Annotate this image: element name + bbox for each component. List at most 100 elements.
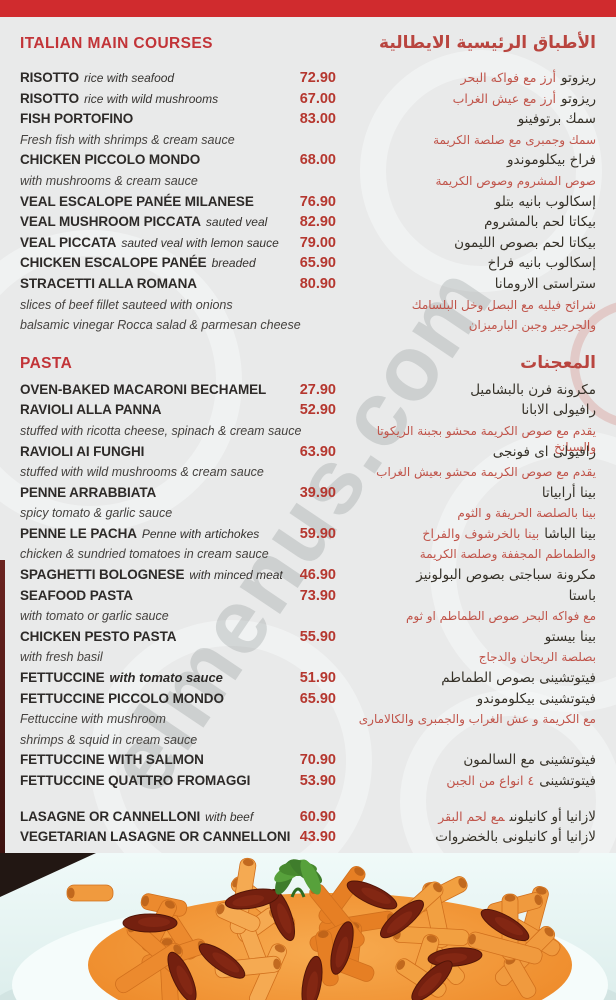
item-arabic-detail: يقدم مع صوص الكريمة محشو بعيش الغراب — [376, 465, 596, 480]
item-english: STRACETTI ALLA ROMANA — [20, 275, 288, 293]
menu-item-row: CHICKEN PICCOLO MONDO 68.00 فراخ بيكلوموند… — [20, 151, 596, 172]
pasta-photo-illustration — [0, 853, 616, 1000]
menu-item-row: VEAL MUSHROOM PICCATA sauted veal 82.90 بيك… — [20, 213, 596, 234]
menu-item-row: RAVIOLI AI FUNGHI 63.90 رافيولى اى فونجى — [20, 443, 596, 464]
item-arabic: ريزوتو أرز مع فواكه البحر — [336, 70, 596, 86]
item-arabic: مكرونة سباجتى بصوص البولونيز — [336, 567, 596, 583]
item-name: STRACETTI ALLA ROMANA — [20, 275, 197, 291]
item-arabic: صوص المشروم وصوص الكريمة — [336, 173, 596, 189]
menu-item-row: PENNE LE PACHA Penne with artichokes 59.90… — [20, 525, 596, 546]
item-english: shrimps & squid in cream sauce — [20, 731, 288, 749]
item-price: 76.90 — [299, 193, 336, 210]
menu-item-row: VEAL ESCALOPE PANÉE MILANESE 76.90 إسكالوب… — [20, 193, 596, 214]
item-description: with tomato or garlic sauce — [20, 609, 169, 624]
item-name: FETTUCCINE — [20, 670, 105, 686]
menu-item-row: SEAFOOD PASTA 73.90 باستا — [20, 587, 596, 608]
item-english: LASAGNE OR CANNELLONI with beef — [20, 808, 288, 826]
item-arabic-name: فيتوتشينى بصوص الطماطم — [441, 670, 596, 687]
item-arabic-name: باستا — [568, 587, 596, 604]
menu-item-row: CHICKEN PESTO PASTA 55.90 بينا بيستو — [20, 628, 596, 649]
menu-item-row: FETTUCCINE PICCOLO MONDO 65.90 فيتوتشينى ب… — [20, 690, 596, 711]
item-english: spicy tomato & garlic sauce — [20, 504, 288, 522]
section-title-en: ITALIAN MAIN COURSES — [20, 35, 213, 52]
item-detail: with tomato sauce — [109, 670, 223, 686]
item-arabic-name: ستراستى الارومانا — [494, 275, 596, 292]
item-arabic-detail: بينا بالخرشوف والفراخ — [422, 525, 540, 541]
item-name: LASAGNE OR CANNELLONI — [20, 808, 201, 824]
item-arabic-name: فيتوتشينى بيكلوموندو — [476, 690, 596, 707]
menu-item-description-row: chicken & sundried tomatoes in cream sau… — [20, 545, 596, 566]
item-name: FETTUCCINE QUATTRO FROMAGGI — [20, 773, 251, 788]
item-arabic-name: مكرونة فرن بالبشاميل — [470, 381, 596, 398]
item-detail: Penne with artichokes — [141, 526, 260, 541]
item-arabic-detail: ٤ انواع من الجبن — [446, 773, 535, 788]
item-arabic: لازانيا أو كانيلونىمع لحم البقر — [336, 809, 596, 825]
item-description: with mushrooms & cream sauce — [20, 173, 198, 188]
item-arabic-detail: سمك وجمبرى مع صلصة الكريمة — [433, 132, 596, 147]
item-english: balsamic vinegar Rocca salad & parmesan … — [20, 316, 301, 334]
menu-item-row: LASAGNE OR CANNELLONI with beef 60.90 لازان… — [20, 808, 596, 829]
item-english: FISH PORTOFINO — [20, 110, 288, 128]
item-english: CHICKEN PESTO PASTA — [20, 628, 288, 646]
item-arabic: بينا أرابياتا — [336, 485, 596, 501]
item-price: 27.90 — [299, 381, 336, 398]
menu-item-row: RISOTTO rice with seafood 72.90 ريزوتو أرز م… — [20, 69, 596, 90]
item-arabic-name: ريزوتو — [561, 70, 596, 86]
menu-item-row: VEGETARIAN LASAGNE OR CANNELLONI 43.90 لاز… — [20, 828, 596, 849]
item-english: CHICKEN PICCOLO MONDO — [20, 151, 288, 169]
item-name: FISH PORTOFINO — [20, 111, 134, 127]
item-price: 70.90 — [299, 752, 336, 769]
item-arabic-name: ريزوتو — [561, 90, 596, 107]
item-detail: rice with seafood — [84, 71, 175, 85]
item-english: VEAL MUSHROOM PICCATA sauted veal — [20, 213, 288, 231]
item-detail: breaded — [211, 256, 256, 271]
item-english: stuffed with ricotta cheese, spinach & c… — [20, 422, 301, 440]
item-price: 52.90 — [299, 402, 336, 419]
item-name: CHICKEN ESCALOPE PANÉE — [20, 255, 207, 271]
item-arabic-name: إسكالوب بانيه بتلو — [494, 193, 596, 210]
item-english: Fettuccine with mushroom — [20, 710, 288, 728]
item-name: PENNE LE PACHA — [20, 525, 137, 541]
item-arabic: يقدم مع صوص الكريمة محشو بعيش الغراب — [336, 464, 596, 480]
item-english: with fresh basil — [20, 648, 288, 666]
item-arabic: بصلصة الريحان والدجاج — [336, 649, 596, 665]
menu-item-description-row: shrimps & squid in cream sauce — [20, 731, 596, 752]
top-red-bar — [0, 0, 616, 17]
item-price: 59.90 — [299, 525, 336, 542]
item-arabic-name: بينا أرابياتا — [541, 484, 596, 501]
menu-item-description-row: with tomato or garlic sauce مع فواكه البح… — [20, 607, 596, 628]
item-arabic: فراخ بيكلوموندو — [336, 152, 596, 168]
item-name: FETTUCCINE WITH SALMON — [20, 752, 204, 768]
item-description: balsamic vinegar Rocca salad & parmesan … — [20, 318, 301, 333]
item-price: 51.90 — [299, 670, 336, 687]
item-price: 72.90 — [299, 70, 336, 86]
item-detail: with beef — [205, 809, 254, 824]
item-description: with fresh basil — [20, 650, 103, 665]
item-english: PENNE ARRABBIATA — [20, 484, 288, 502]
item-arabic: فيتوتشينى مع السالمون — [336, 752, 596, 768]
item-arabic: إسكالوب بانيه بتلو — [336, 194, 596, 210]
menu-item-row: STRACETTI ALLA ROMANA 80.90 ستراستى الاروم… — [20, 275, 596, 296]
item-arabic-name: فيتوتشينى — [539, 773, 596, 789]
item-english: VEAL PICCATA sauted veal with lemon sauce — [20, 234, 288, 252]
item-arabic: بيكاتا لحم بصوص الليمون — [336, 235, 596, 251]
item-arabic-name: بيكاتا لحم بصوص الليمون — [454, 234, 596, 251]
item-english: SEAFOOD PASTA — [20, 587, 288, 605]
item-name: CHICKEN PESTO PASTA — [20, 628, 177, 644]
item-price: 67.00 — [299, 90, 336, 107]
menu-item-description-row: stuffed with wild mushrooms & cream sauc… — [20, 463, 596, 484]
item-english: Fresh fish with shrimps & cream sauce — [20, 131, 288, 149]
item-arabic-name: لازانيا أو كانيلونى بالخضروات — [435, 829, 596, 846]
item-arabic-name: فيتوتشينى مع السالمون — [463, 752, 596, 769]
item-name: RAVIOLI ALLA PANNA — [20, 402, 162, 418]
item-description: Fresh fish with shrimps & cream sauce — [20, 132, 235, 147]
menu-item-description-row: balsamic vinegar Rocca salad & parmesan … — [20, 316, 596, 337]
item-arabic-detail: والجرجير وجبن البارميزان — [468, 318, 596, 333]
item-price: 68.00 — [299, 152, 336, 169]
item-name: OVEN-BAKED MACARONI BECHAMEL — [20, 381, 267, 397]
left-edge-strip — [0, 560, 5, 855]
menu-item-row: FETTUCCINE QUATTRO FROMAGGI 53.90 فيتوتشين… — [20, 772, 596, 793]
item-english: PENNE LE PACHA Penne with artichokes — [20, 525, 288, 543]
item-price: 73.90 — [299, 587, 336, 604]
item-arabic-name: بيكاتا لحم بالمشروم — [484, 214, 596, 231]
